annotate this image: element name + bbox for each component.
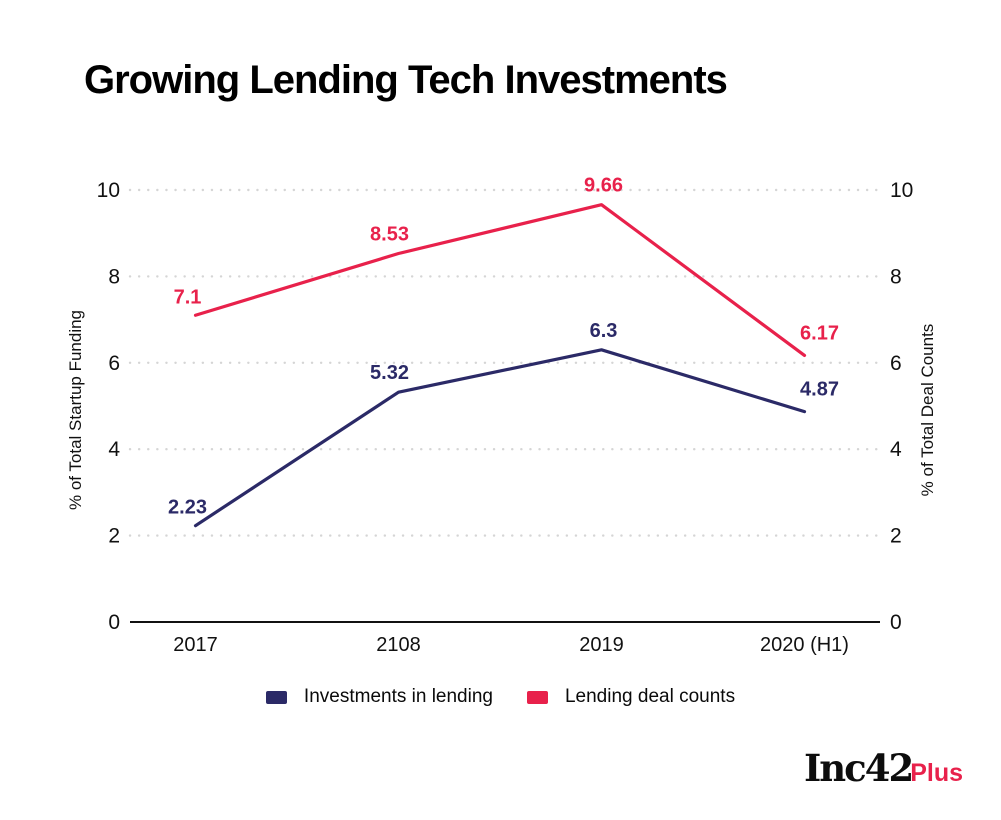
data-label: 2.23 (168, 497, 207, 519)
x-tick-label: 2020 (H1) (760, 634, 849, 656)
legend-label: Lending deal counts (564, 686, 736, 707)
data-label: 9.66 (584, 175, 623, 197)
x-tick-label: 2017 (173, 634, 218, 656)
y-tick-label-left: 8 (108, 265, 120, 288)
legend-swatch (526, 690, 548, 704)
y-tick-label-right: 10 (890, 179, 913, 202)
series-line (193, 348, 807, 528)
y-tick-label-left: 4 (108, 438, 120, 461)
logo-inc42-text: Inc42 (803, 746, 914, 790)
logo-plus-text: Plus (910, 759, 963, 787)
x-tick-label: 2108 (376, 634, 421, 656)
legend-item: Investments in lending (265, 686, 493, 708)
x-tick-label: 2019 (579, 634, 624, 656)
inc42plus-logo: Inc42 Plus (804, 746, 963, 790)
y-tick-label-left: 6 (108, 352, 120, 375)
y-tick-label-left: 0 (108, 611, 120, 634)
series-line (193, 203, 807, 358)
y-tick-label-right: 2 (890, 525, 902, 548)
legend-swatch (265, 690, 287, 704)
data-label: 5.32 (370, 362, 409, 384)
y-tick-label-right: 8 (890, 265, 902, 288)
legend: Investments in lending Lending deal count… (0, 686, 1001, 708)
y-tick-label-left: 10 (97, 179, 120, 202)
y-axis-title-left: % of Total Startup Funding (66, 310, 85, 510)
data-label: 7.1 (174, 286, 202, 308)
data-label: 6.3 (590, 320, 618, 342)
data-label: 8.53 (370, 224, 409, 246)
y-tick-label-right: 6 (890, 352, 902, 375)
y-tick-label-left: 2 (108, 525, 120, 548)
y-axis-title-right: % of Total Deal Counts (918, 324, 937, 497)
data-label: 4.87 (800, 379, 839, 401)
legend-item: Lending deal counts (526, 686, 736, 708)
legend-label: Investments in lending (303, 686, 493, 707)
data-label: 6.17 (800, 322, 839, 344)
chart-title: Growing Lending Tech Investments (84, 58, 728, 102)
y-tick-label-right: 0 (890, 611, 902, 634)
y-tick-label-right: 4 (890, 438, 902, 461)
